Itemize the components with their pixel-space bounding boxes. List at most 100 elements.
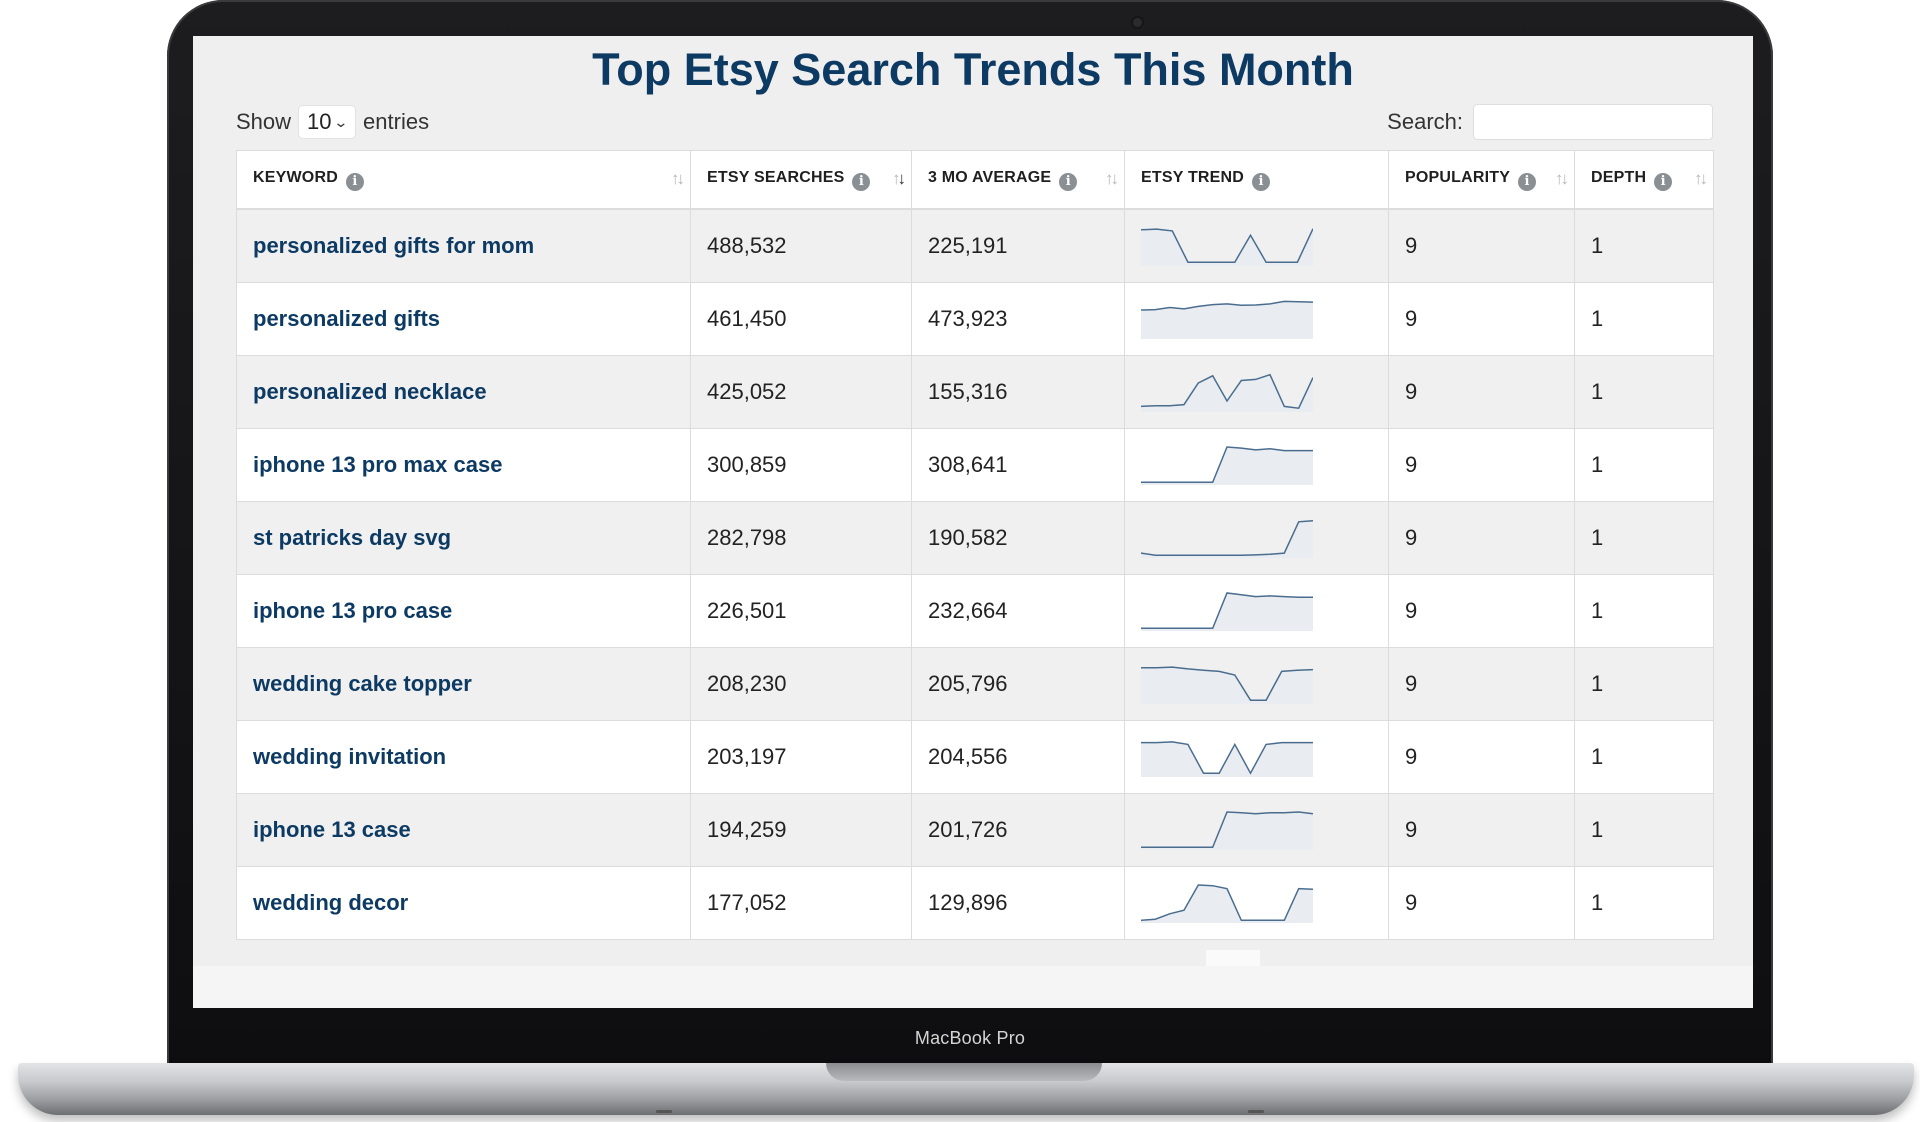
etsy-trend-cell — [1124, 428, 1389, 502]
table-row: iphone 13 case 194,259 201,726 9 1 — [236, 793, 1714, 867]
keyword-link[interactable]: wedding invitation — [236, 720, 691, 794]
screen: Top Etsy Search Trends This Month Show 1… — [193, 36, 1753, 1008]
info-icon[interactable]: i — [345, 172, 364, 191]
sparkline-area — [1141, 593, 1313, 631]
three-month-average-cell: 232,664 — [911, 574, 1125, 648]
etsy-trend-cell — [1124, 355, 1389, 429]
sparkline-line — [1141, 228, 1313, 263]
depth-cell: 1 — [1574, 793, 1714, 867]
device-brand-label: MacBook Pro — [914, 1028, 1026, 1048]
table-row: personalized gifts 461,450 473,923 9 1 — [236, 282, 1714, 356]
sparkline-line — [1141, 373, 1313, 410]
chevron-down-icon: ⌄ — [333, 113, 349, 130]
column-header-popularity[interactable]: POPULARITY i ↑↓ — [1388, 150, 1575, 210]
etsy-searches-cell: 488,532 — [690, 209, 912, 283]
three-month-average-cell: 155,316 — [911, 355, 1125, 429]
popularity-cell: 9 — [1388, 501, 1575, 575]
column-header-etsy-searches[interactable]: ETSY SEARCHES i ↑↓ — [690, 150, 912, 210]
search-input[interactable] — [1473, 104, 1713, 140]
keyword-link[interactable]: wedding cake topper — [236, 647, 691, 721]
etsy-searches-cell: 282,798 — [690, 501, 912, 575]
popularity-cell: 9 — [1388, 793, 1575, 867]
table-body: personalized gifts for mom 488,532 225,191… — [236, 209, 1714, 940]
etsy-trend-cell — [1124, 647, 1389, 721]
column-header-3-mo-average[interactable]: 3 MO AVERAGE i ↑↓ — [911, 150, 1125, 210]
keyword-link[interactable]: personalized gifts for mom — [236, 209, 691, 283]
sort-icon[interactable]: ↑↓ — [1105, 169, 1119, 188]
column-header-label: KEYWORD — [253, 168, 338, 186]
entries-length-select[interactable]: 10 ⌄ — [298, 105, 357, 139]
etsy-trend-cell — [1124, 574, 1389, 648]
depth-cell: 1 — [1574, 282, 1714, 356]
show-label: Show — [236, 109, 292, 134]
trend-sparkline — [1141, 741, 1313, 777]
table-row: personalized gifts for mom 488,532 225,191… — [236, 209, 1714, 283]
laptop-foot-right — [1248, 1110, 1264, 1113]
etsy-searches-cell: 194,259 — [690, 793, 912, 867]
column-header-label: 3 MO AVERAGE — [928, 168, 1052, 186]
three-month-average-cell: 473,923 — [911, 282, 1125, 356]
table-row: st patricks day svg 282,798 190,582 9 1 — [236, 501, 1714, 575]
depth-cell: 1 — [1574, 428, 1714, 502]
entries-length-value: 10 — [307, 109, 332, 134]
entries-label: entries — [363, 109, 430, 134]
sparkline-area — [1141, 374, 1313, 412]
sparkline-line — [1141, 592, 1313, 630]
table-row: wedding invitation 203,197 204,556 9 1 — [236, 720, 1714, 794]
sparkline-area — [1141, 520, 1313, 558]
info-icon[interactable]: i — [1252, 172, 1271, 191]
camera-icon — [1133, 18, 1142, 27]
sparkline-line — [1141, 666, 1313, 701]
table-row: wedding decor 177,052 129,896 9 1 — [236, 866, 1714, 940]
trends-table-wrapper: KEYWORD i ↑↓ ETSY SEARCHES i ↑↓ 3 MO AVERAGE i ↑… — [236, 150, 1714, 940]
sparkline-area — [1141, 885, 1313, 923]
info-icon[interactable]: i — [1654, 172, 1673, 191]
trend-sparkline — [1141, 592, 1313, 631]
trend-sparkline — [1141, 446, 1313, 485]
sort-icon[interactable]: ↑↓ — [1555, 169, 1569, 188]
info-icon[interactable]: i — [1059, 172, 1078, 191]
etsy-trend-cell — [1124, 501, 1389, 575]
sparkline-line — [1141, 811, 1313, 849]
column-header-label: POPULARITY — [1405, 168, 1511, 186]
popularity-cell: 9 — [1388, 209, 1575, 283]
sparkline-line — [1141, 741, 1313, 775]
keyword-link[interactable]: st patricks day svg — [236, 501, 691, 575]
trend-sparkline — [1141, 300, 1313, 339]
depth-cell: 1 — [1574, 647, 1714, 721]
trends-table: KEYWORD i ↑↓ ETSY SEARCHES i ↑↓ 3 MO AVERAGE i ↑… — [236, 150, 1714, 940]
sort-icon[interactable]: ↑↓ — [892, 169, 906, 188]
keyword-link[interactable]: personalized necklace — [236, 355, 691, 429]
column-header-keyword[interactable]: KEYWORD i ↑↓ — [236, 150, 691, 210]
sparkline-area — [1141, 447, 1313, 485]
column-header-label: ETSY TREND — [1141, 168, 1245, 186]
depth-cell: 1 — [1574, 501, 1714, 575]
three-month-average-cell: 308,641 — [911, 428, 1125, 502]
three-month-average-cell: 225,191 — [911, 209, 1125, 283]
column-header-etsy-trend: ETSY TREND i — [1124, 150, 1389, 210]
sort-icon[interactable]: ↑↓ — [1694, 169, 1708, 188]
page-title: Top Etsy Search Trends This Month — [592, 44, 1354, 95]
popularity-cell: 9 — [1388, 428, 1575, 502]
keyword-link[interactable]: iphone 13 case — [236, 793, 691, 867]
keyword-link[interactable]: iphone 13 pro max case — [236, 428, 691, 502]
keyword-link[interactable]: wedding decor — [236, 866, 691, 940]
sparkline-area — [1141, 667, 1313, 704]
pagination-tab[interactable] — [1206, 950, 1260, 966]
etsy-searches-cell: 425,052 — [690, 355, 912, 429]
keyword-link[interactable]: personalized gifts — [236, 282, 691, 356]
etsy-searches-cell: 461,450 — [690, 282, 912, 356]
popularity-cell: 9 — [1388, 355, 1575, 429]
three-month-average-cell: 205,796 — [911, 647, 1125, 721]
trend-sparkline — [1141, 884, 1313, 923]
info-icon[interactable]: i — [852, 172, 871, 191]
three-month-average-cell: 129,896 — [911, 866, 1125, 940]
search-control: Search: — [1387, 102, 1713, 142]
keyword-link[interactable]: iphone 13 pro case — [236, 574, 691, 648]
info-icon[interactable]: i — [1518, 172, 1537, 191]
column-header-depth[interactable]: DEPTH i ↑↓ — [1574, 150, 1714, 210]
table-header-row: KEYWORD i ↑↓ ETSY SEARCHES i ↑↓ 3 MO AVERAGE i ↑… — [236, 150, 1714, 210]
three-month-average-cell: 201,726 — [911, 793, 1125, 867]
etsy-trend-cell — [1124, 720, 1389, 794]
sort-icon[interactable]: ↑↓ — [671, 169, 685, 188]
